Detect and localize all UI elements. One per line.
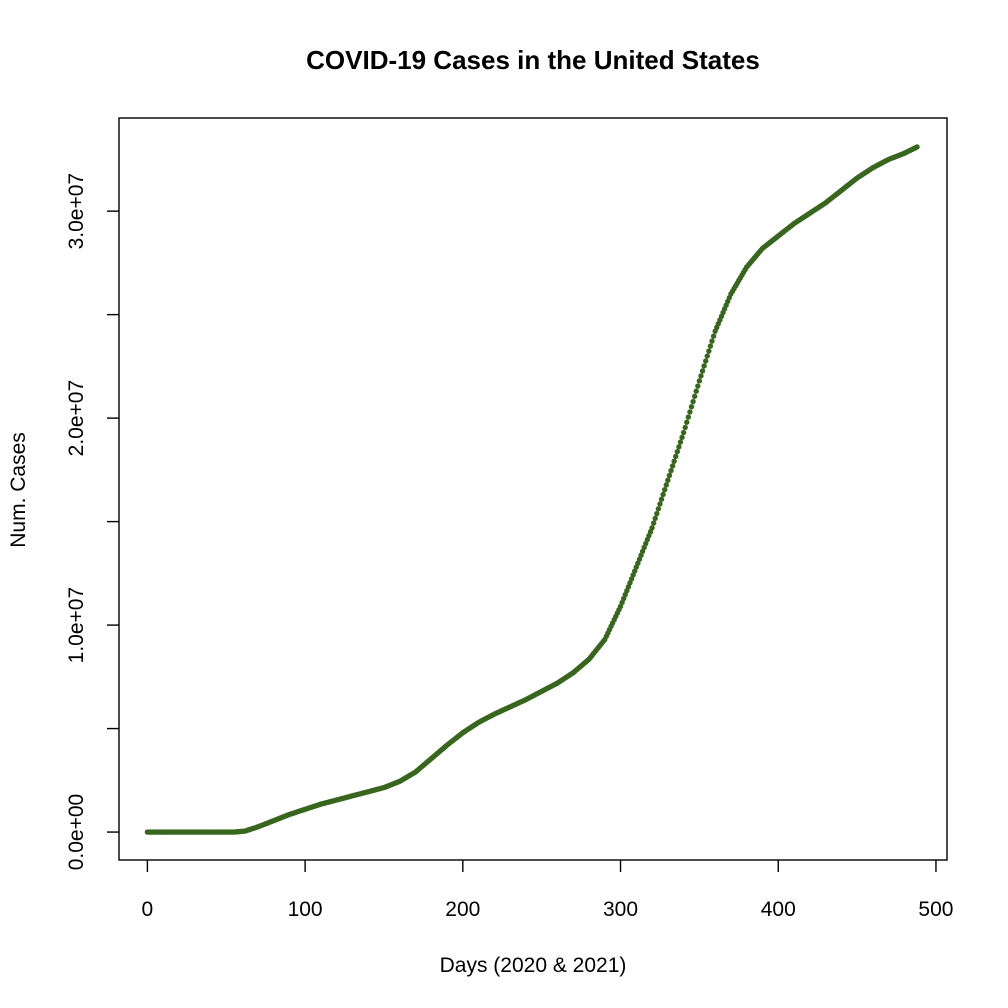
data-point xyxy=(914,144,920,150)
data-point xyxy=(684,419,690,425)
data-point xyxy=(669,463,676,469)
data-point xyxy=(699,368,706,374)
data-points xyxy=(144,144,920,835)
data-point xyxy=(674,448,681,455)
data-point xyxy=(690,398,696,405)
data-point xyxy=(693,388,699,394)
x-tick-label: 500 xyxy=(918,898,953,921)
data-point xyxy=(668,467,674,474)
x-axis: 0 100 200 300 400 500 xyxy=(142,860,953,921)
y-tick-label: 0.0e+00 xyxy=(65,794,88,871)
y-tick-label: 1.0e+07 xyxy=(65,587,88,664)
data-point xyxy=(682,424,688,431)
data-point xyxy=(654,510,660,517)
data-point xyxy=(657,501,663,507)
data-point xyxy=(666,472,673,479)
data-point xyxy=(655,506,662,512)
x-tick-label: 100 xyxy=(288,898,323,921)
x-tick-label: 300 xyxy=(603,898,638,921)
y-tick-label: 3.0e+07 xyxy=(65,173,88,250)
data-point xyxy=(695,383,701,389)
data-point xyxy=(703,358,709,364)
data-point xyxy=(649,525,655,531)
x-tick-label: 400 xyxy=(761,898,796,921)
data-point xyxy=(704,353,710,359)
x-tick-label: 200 xyxy=(445,898,480,921)
chart-title: COVID-19 Cases in the United States xyxy=(306,45,760,75)
y-axis-label: Num. Cases xyxy=(7,432,30,548)
data-point xyxy=(691,393,698,400)
data-point xyxy=(687,409,693,415)
x-axis-label: Days (2020 & 2021) xyxy=(440,954,627,977)
data-point xyxy=(688,404,695,410)
data-point xyxy=(661,487,668,493)
y-tick-label: 2.0e+07 xyxy=(65,380,88,457)
data-point xyxy=(701,363,707,369)
data-point xyxy=(673,453,679,460)
data-point xyxy=(680,429,687,436)
data-point xyxy=(707,343,714,349)
data-point xyxy=(658,496,665,502)
data-point xyxy=(685,414,692,420)
y-axis: 0.0e+00 1.0e+07 2.0e+07 3.0e+07 xyxy=(65,173,119,870)
data-point xyxy=(665,477,671,483)
data-point xyxy=(679,434,685,441)
data-point xyxy=(710,333,717,339)
x-tick-label: 0 xyxy=(142,898,154,921)
plot-frame xyxy=(118,117,948,861)
data-point xyxy=(652,515,658,521)
data-point xyxy=(706,348,712,354)
data-point xyxy=(671,458,677,464)
data-point xyxy=(677,439,684,445)
data-point xyxy=(676,444,682,450)
data-point xyxy=(709,338,715,344)
data-point xyxy=(650,520,657,526)
data-point xyxy=(696,378,703,384)
data-point xyxy=(698,373,704,379)
data-point xyxy=(660,491,666,498)
data-point xyxy=(663,482,669,488)
